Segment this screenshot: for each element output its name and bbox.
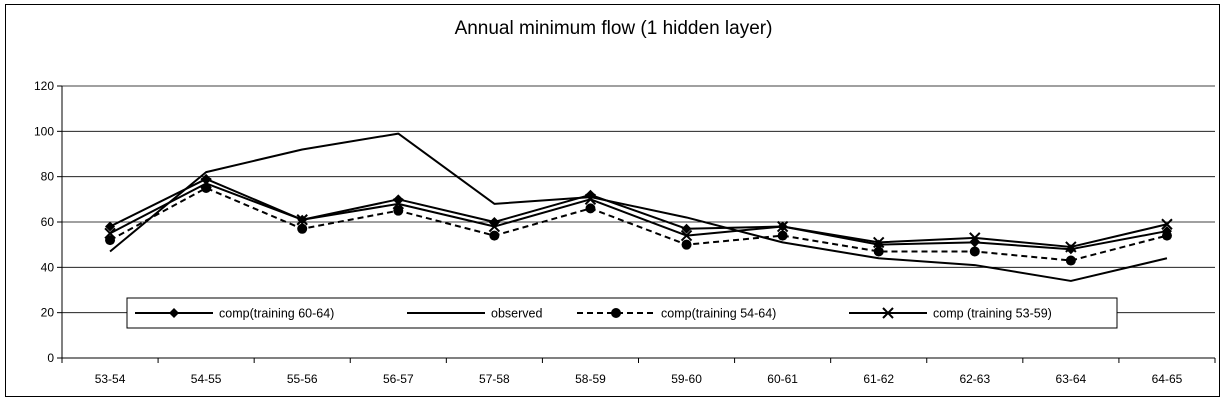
data-point <box>489 230 500 241</box>
legend-label: observed <box>491 307 542 321</box>
y-tick-label: 100 <box>34 124 54 138</box>
data-point <box>392 198 404 210</box>
data-point <box>296 214 308 226</box>
x-tick-label: 57-58 <box>479 372 510 386</box>
legend-marker <box>611 308 621 318</box>
data-point <box>777 230 788 241</box>
x-tick-label: 61-62 <box>863 372 894 386</box>
series-line-2 <box>109 132 1168 282</box>
data-point <box>1161 218 1173 230</box>
x-tick-label: 55-56 <box>287 372 318 386</box>
data-point <box>776 220 789 233</box>
data-point <box>680 229 693 242</box>
data-point <box>200 177 212 190</box>
y-tick-label: 80 <box>41 170 55 184</box>
data-point <box>104 227 116 240</box>
x-tick-label: 60-61 <box>767 372 798 386</box>
data-point <box>105 221 116 232</box>
y-tick-label: 120 <box>34 79 54 93</box>
data-point <box>393 205 404 216</box>
data-point <box>873 236 885 249</box>
series-line-3 <box>109 187 1168 262</box>
legend-entry: comp(training 54-64) <box>577 307 776 321</box>
x-tick-label: 56-57 <box>383 372 414 386</box>
data-point <box>585 203 596 214</box>
legend-marker <box>882 307 894 319</box>
x-tick-label: 62-63 <box>959 372 990 386</box>
chart-frame <box>5 4 1220 397</box>
legend-marker <box>169 308 179 318</box>
y-tick-label: 60 <box>41 215 55 229</box>
x-tick-label: 53-54 <box>95 372 126 386</box>
data-point <box>969 246 980 257</box>
data-point <box>297 223 308 234</box>
data-point <box>681 239 692 250</box>
x-tick-label: 59-60 <box>671 372 702 386</box>
x-tick-label: 58-59 <box>575 372 606 386</box>
y-tick-label: 0 <box>47 351 54 365</box>
data-point <box>1065 241 1077 253</box>
y-tick-label: 20 <box>41 306 55 320</box>
y-tick-label: 40 <box>41 260 55 274</box>
x-tick-label: 63-64 <box>1056 372 1087 386</box>
legend-entry: observed <box>407 307 542 321</box>
series-line-4 <box>109 182 1168 248</box>
legend-label: comp(training 54-64) <box>661 307 776 321</box>
legend-box <box>126 297 1118 329</box>
data-point <box>488 220 501 233</box>
legend-entry: comp(training 60-64) <box>135 307 334 321</box>
data-point <box>1065 255 1076 266</box>
data-point <box>969 232 981 244</box>
legend-label: comp (training 53-59) <box>933 307 1052 321</box>
legend-label: comp(training 60-64) <box>219 307 334 321</box>
x-tick-label: 64-65 <box>1152 372 1183 386</box>
data-point <box>105 235 116 246</box>
chart-title: Annual minimum flow (1 hidden layer) <box>454 18 773 39</box>
data-point <box>681 223 692 234</box>
series-line-1 <box>109 177 1168 251</box>
x-tick-label: 54-55 <box>191 372 222 386</box>
data-point <box>873 246 884 257</box>
data-point <box>1161 230 1172 241</box>
data-point <box>584 193 597 206</box>
legend-entry: comp (training 53-59) <box>849 307 1052 321</box>
